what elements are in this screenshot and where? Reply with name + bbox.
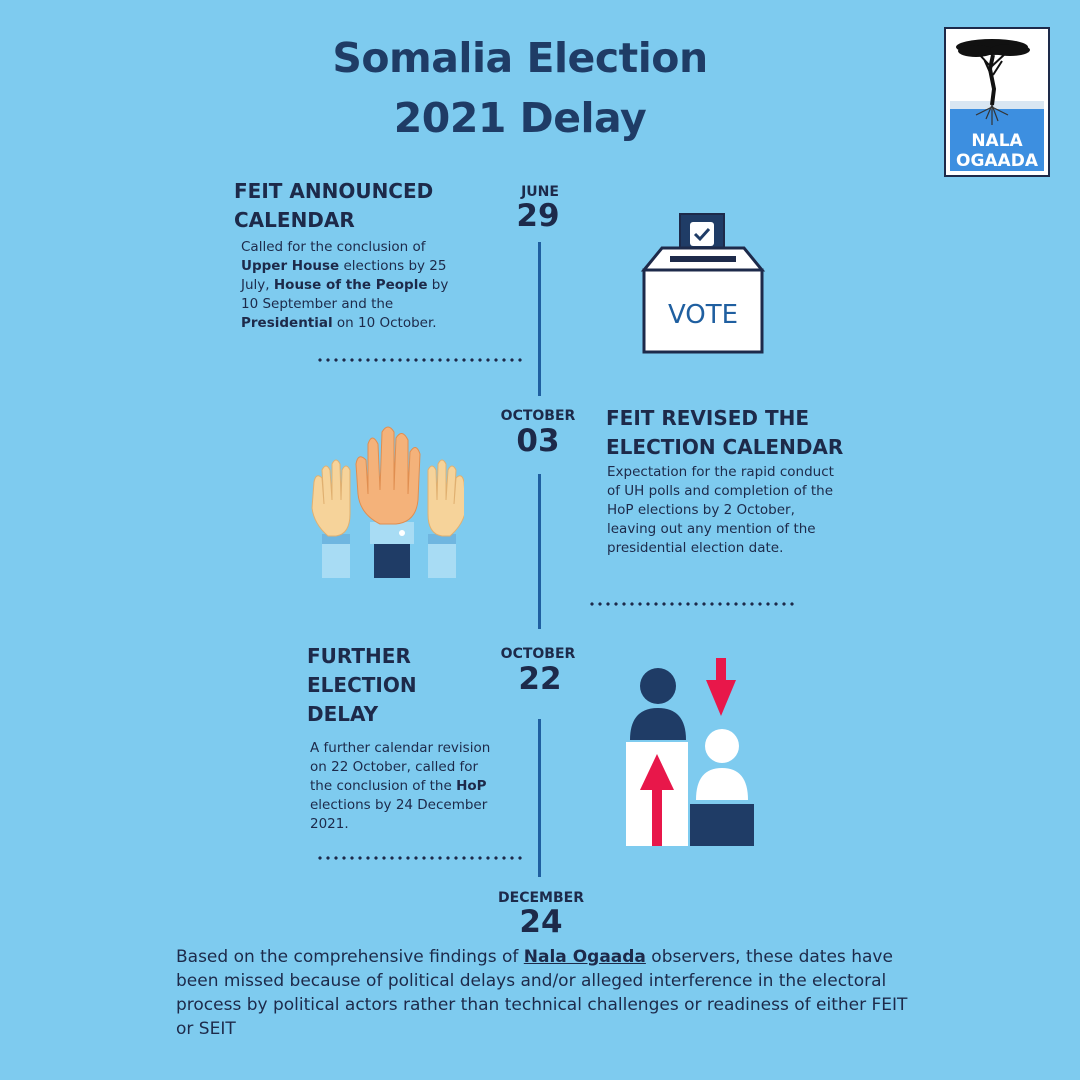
date-day-3: 22 [518, 661, 562, 697]
ballot-box-icon: VOTE [640, 213, 766, 354]
timeline-line-segment [538, 474, 541, 629]
event-1-description: Called for the conclusion of Upper House… [241, 238, 451, 333]
logo-text-line-1: NALA [971, 131, 1023, 151]
event-3-text-segment: elections by 24 December 2021. [310, 797, 488, 832]
date-day-1: 29 [516, 198, 560, 234]
event-2-heading: FEIT REVISED THE ELECTION CALENDAR [606, 406, 844, 459]
event-1-text-segment: House of the People [273, 277, 428, 293]
date-month-1: JUNE [521, 184, 559, 200]
logo-text-line-2: OGAADA [956, 151, 1038, 171]
event-3-text-segment: HoP [456, 778, 487, 794]
election-candidates-icon [626, 658, 754, 846]
event-3-heading: FURTHER ELECTION DELAY [307, 644, 417, 726]
page-title-line-1: Somalia Election [332, 34, 708, 82]
event-1-text-segment: on 10 October. [332, 315, 437, 331]
date-day-2: 03 [516, 423, 560, 459]
nala-ogaada-link[interactable]: Nala Ogaada [523, 947, 646, 967]
date-month-2: OCTOBER [500, 408, 576, 424]
footer-summary: Based on the comprehensive findings of N… [176, 947, 908, 1039]
raised-hands-icon [311, 426, 464, 578]
timeline-line-segment [538, 242, 541, 396]
event-3-description: A further calendar revision on 22 Octobe… [310, 739, 492, 834]
dotted-divider [588, 602, 796, 606]
event-2-description: Expectation for the rapid conduct of UH … [607, 463, 835, 558]
event-1-heading: FEIT ANNOUNCED CALENDAR [234, 179, 434, 232]
dotted-divider [316, 856, 524, 860]
page-title-line-2: 2021 Delay [393, 94, 647, 142]
event-1-text-segment: Called for the conclusion of [241, 239, 426, 255]
event-1-text-segment: Presidential [241, 315, 333, 331]
event-1-text-segment: Upper House [241, 258, 340, 274]
date-month-3: OCTOBER [500, 646, 576, 662]
date-day-4: 24 [519, 904, 563, 940]
event-3-text-segment: A further calendar revision on 22 Octobe… [310, 740, 491, 794]
acacia-tree-icon [950, 33, 1044, 171]
nala-ogaada-logo: NALA OGAADA [944, 27, 1050, 177]
event-1-text-segment: elections by 25 July, [241, 258, 447, 293]
ballot-vote-label: VOTE [668, 300, 738, 330]
event-1-text-segment: by 10 September and the [241, 277, 449, 312]
date-month-4: DECEMBER [498, 890, 584, 906]
event-2-text-segment: Expectation for the rapid conduct of UH … [607, 464, 834, 556]
dotted-divider [316, 358, 524, 362]
timeline-line-segment [538, 719, 541, 877]
